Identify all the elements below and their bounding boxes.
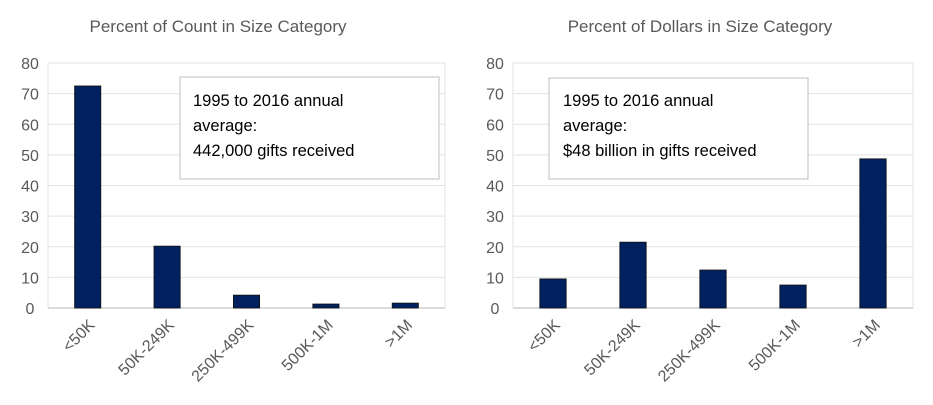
- y-tick-label: 70: [486, 87, 504, 104]
- y-tick-label: 10: [486, 270, 504, 287]
- y-tick-label: 50: [21, 148, 39, 165]
- bar-50k249k: [153, 245, 181, 309]
- x-category-label: 250K-499K: [655, 317, 724, 386]
- y-tick-label: 80: [486, 56, 504, 73]
- x-axis-labels: <50K 50K-249K 250K-499K 500K-1M >1M: [525, 317, 884, 386]
- y-tick-label: 70: [21, 87, 39, 104]
- annotation-line: average:: [563, 117, 627, 135]
- chart-title: Percent of Count in Size Category: [89, 17, 347, 36]
- annotation-line: $48 billion in gifts received: [563, 142, 757, 160]
- y-tick-label: 60: [486, 117, 504, 134]
- y-tick-label: 80: [21, 56, 39, 73]
- y-tick-label: 50: [486, 148, 504, 165]
- chart-count: Percent of Count in Size Category 0 10 20 3…: [21, 17, 446, 386]
- y-tick-label: 40: [486, 179, 504, 196]
- bar-250k499k: [699, 269, 727, 309]
- y-tick-label: 60: [21, 117, 39, 134]
- annotation-line: average:: [193, 117, 257, 135]
- x-axis-labels: <50K 50K-249K 250K-499K 500K-1M >1M: [60, 317, 416, 386]
- y-tick-label: 30: [21, 209, 39, 226]
- annotation-line: 1995 to 2016 annual: [193, 92, 343, 110]
- x-category-label: <50K: [525, 317, 564, 356]
- y-tick-label: 20: [21, 240, 39, 257]
- annotation-box: 1995 to 2016 annual average: $48 billion…: [548, 77, 809, 180]
- chart-dollars: Percent of Dollars in Size Category 0 10 2…: [486, 17, 914, 386]
- bar-50k: [539, 278, 567, 309]
- bars: [74, 85, 419, 309]
- annotation-box: 1995 to 2016 annual average: 442,000 gif…: [179, 76, 440, 180]
- x-category-label: 50K-249K: [581, 317, 644, 380]
- bar-1m: [391, 302, 419, 309]
- bar-50k: [74, 85, 102, 309]
- x-category-label: <50K: [60, 317, 99, 356]
- y-axis-ticks: 0 10 20 30 40 50 60 70 80: [21, 56, 39, 318]
- x-category-label: 500K-1M: [746, 317, 804, 375]
- x-category-label: 50K-249K: [116, 317, 179, 380]
- y-tick-label: 30: [486, 209, 504, 226]
- y-tick-label: 10: [21, 270, 39, 287]
- annotation-line: 1995 to 2016 annual: [563, 92, 713, 110]
- bars: [539, 158, 887, 309]
- y-tick-label: 0: [491, 301, 500, 318]
- y-axis-ticks: 0 10 20 30 40 50 60 70 80: [486, 56, 504, 318]
- annotation-line: 442,000 gifts received: [193, 142, 354, 160]
- chart-title: Percent of Dollars in Size Category: [568, 17, 833, 36]
- bar-250k499k: [232, 294, 261, 309]
- x-category-label: >1M: [849, 317, 883, 351]
- x-category-label: 500K-1M: [279, 317, 337, 375]
- y-tick-label: 0: [26, 301, 35, 318]
- bar-500k1m: [312, 303, 340, 309]
- bar-50k249k: [619, 241, 647, 309]
- bar-500k1m: [779, 284, 807, 309]
- y-tick-label: 40: [21, 179, 39, 196]
- x-category-label: >1M: [382, 317, 416, 351]
- bar-1m: [859, 158, 887, 309]
- x-category-label: 250K-499K: [189, 317, 258, 386]
- y-tick-label: 20: [486, 240, 504, 257]
